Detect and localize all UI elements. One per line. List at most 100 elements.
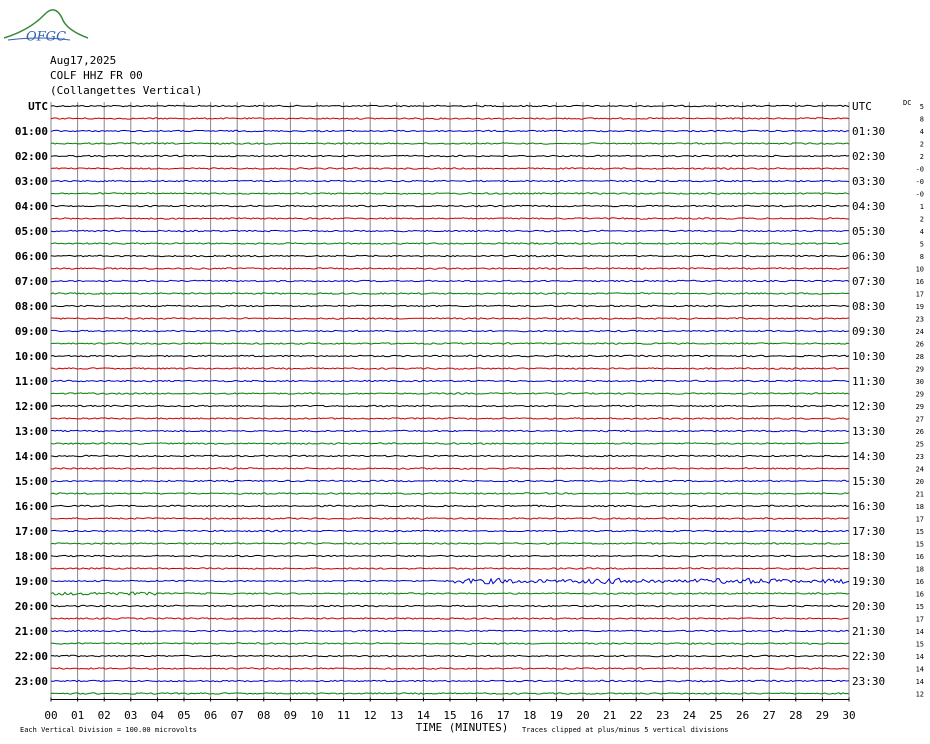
x-tick-label: 17 bbox=[497, 709, 510, 722]
left-label: 19:00 bbox=[15, 575, 48, 588]
right-label: 06:30 bbox=[852, 250, 885, 263]
x-tick-label: 26 bbox=[736, 709, 749, 722]
left-label: 22:00 bbox=[15, 650, 48, 663]
trace bbox=[50, 679, 850, 683]
trace bbox=[50, 117, 850, 120]
trace bbox=[50, 217, 850, 220]
right-label: 21:30 bbox=[852, 625, 885, 638]
trace bbox=[50, 354, 850, 358]
left-label: 13:00 bbox=[15, 425, 48, 438]
dc-offset: -0 bbox=[916, 178, 924, 186]
x-tick-label: 05 bbox=[177, 709, 190, 722]
left-label: 18:00 bbox=[15, 550, 48, 563]
dc-offset: 14 bbox=[916, 628, 924, 636]
dc-offset: 1 bbox=[920, 203, 924, 211]
right-label: 03:30 bbox=[852, 175, 885, 188]
x-tick-label: 25 bbox=[709, 709, 722, 722]
dc-offset: 5 bbox=[920, 103, 924, 111]
dc-offset: 21 bbox=[916, 491, 924, 499]
left-label: 14:00 bbox=[15, 450, 48, 463]
dc-offset: 15 bbox=[916, 603, 924, 611]
dc-offset: 8 bbox=[920, 116, 924, 124]
x-tick-label: 21 bbox=[603, 709, 616, 722]
left-label: 15:00 bbox=[15, 475, 48, 488]
dc-offset: 18 bbox=[916, 566, 924, 574]
x-tick-label: 27 bbox=[763, 709, 776, 722]
logo-text: OFGC bbox=[26, 30, 66, 45]
right-label: 17:30 bbox=[852, 525, 885, 538]
left-label: 11:00 bbox=[15, 375, 48, 388]
dc-offset: 17 bbox=[916, 616, 924, 624]
clip-note: Traces clipped at plus/minus 5 vertical … bbox=[522, 726, 729, 734]
x-tick-label: 28 bbox=[789, 709, 802, 722]
dc-offset: 26 bbox=[916, 428, 924, 436]
x-tick-label: 04 bbox=[151, 709, 165, 722]
left-label: 05:00 bbox=[15, 225, 48, 238]
dc-offset: 23 bbox=[916, 453, 924, 461]
left-label: 06:00 bbox=[15, 250, 48, 263]
trace bbox=[50, 129, 850, 133]
left-label: UTC bbox=[28, 100, 48, 113]
dc-offset: 14 bbox=[916, 666, 924, 674]
x-axis-title: TIME (MINUTES) bbox=[416, 721, 509, 734]
dc-offset: -0 bbox=[916, 191, 924, 199]
trace bbox=[50, 342, 850, 345]
trace bbox=[50, 504, 850, 508]
trace bbox=[50, 454, 850, 458]
dc-offset: 2 bbox=[920, 141, 924, 149]
right-label: 05:30 bbox=[852, 225, 885, 238]
left-label: 12:00 bbox=[15, 400, 48, 413]
dc-offset: 15 bbox=[916, 541, 924, 549]
dc-offset: 17 bbox=[916, 291, 924, 299]
trace bbox=[50, 329, 850, 333]
right-label: 12:30 bbox=[852, 400, 885, 413]
right-label: 23:30 bbox=[852, 675, 885, 688]
trace bbox=[51, 379, 850, 383]
trace bbox=[50, 591, 850, 596]
x-tick-label: 09 bbox=[284, 709, 297, 722]
right-label: 19:30 bbox=[852, 575, 885, 588]
dc-offset: 2 bbox=[920, 216, 924, 224]
trace bbox=[50, 577, 850, 585]
trace bbox=[50, 429, 850, 433]
x-tick-label: 15 bbox=[443, 709, 456, 722]
x-tick-label: 24 bbox=[683, 709, 697, 722]
trace bbox=[50, 542, 850, 545]
x-tick-label: 01 bbox=[71, 709, 84, 722]
trace bbox=[50, 167, 850, 170]
left-label: 01:00 bbox=[15, 125, 48, 138]
trace bbox=[50, 667, 850, 670]
right-label: 15:30 bbox=[852, 475, 885, 488]
right-label: 20:30 bbox=[852, 600, 885, 613]
right-label: 10:30 bbox=[852, 350, 885, 363]
x-tick-label: 14 bbox=[417, 709, 431, 722]
x-tick-label: 00 bbox=[44, 709, 57, 722]
date: Aug17,2025 bbox=[50, 54, 116, 67]
left-label: 07:00 bbox=[15, 275, 48, 288]
trace bbox=[50, 229, 850, 233]
trace bbox=[50, 254, 850, 258]
x-tick-label: 19 bbox=[550, 709, 563, 722]
dc-title: DC bbox=[903, 99, 911, 107]
right-label: 11:30 bbox=[852, 375, 885, 388]
dc-offset: 17 bbox=[916, 516, 924, 524]
trace bbox=[50, 604, 850, 608]
left-label: 20:00 bbox=[15, 600, 48, 613]
dc-offset: 29 bbox=[916, 366, 924, 374]
trace bbox=[50, 367, 850, 370]
trace bbox=[50, 154, 850, 158]
dc-offset: 20 bbox=[916, 478, 924, 486]
right-label: 02:30 bbox=[852, 150, 885, 163]
right-label: 22:30 bbox=[852, 650, 885, 663]
x-tick-label: 06 bbox=[204, 709, 217, 722]
right-label: UTC bbox=[852, 100, 872, 113]
left-label: 10:00 bbox=[15, 350, 48, 363]
x-tick-label: 10 bbox=[310, 709, 323, 722]
trace bbox=[51, 317, 850, 320]
right-label: 01:30 bbox=[852, 125, 885, 138]
left-label: 16:00 bbox=[15, 500, 48, 513]
x-tick-label: 18 bbox=[523, 709, 536, 722]
trace bbox=[50, 279, 850, 283]
x-tick-label: 08 bbox=[257, 709, 270, 722]
trace bbox=[50, 242, 850, 245]
